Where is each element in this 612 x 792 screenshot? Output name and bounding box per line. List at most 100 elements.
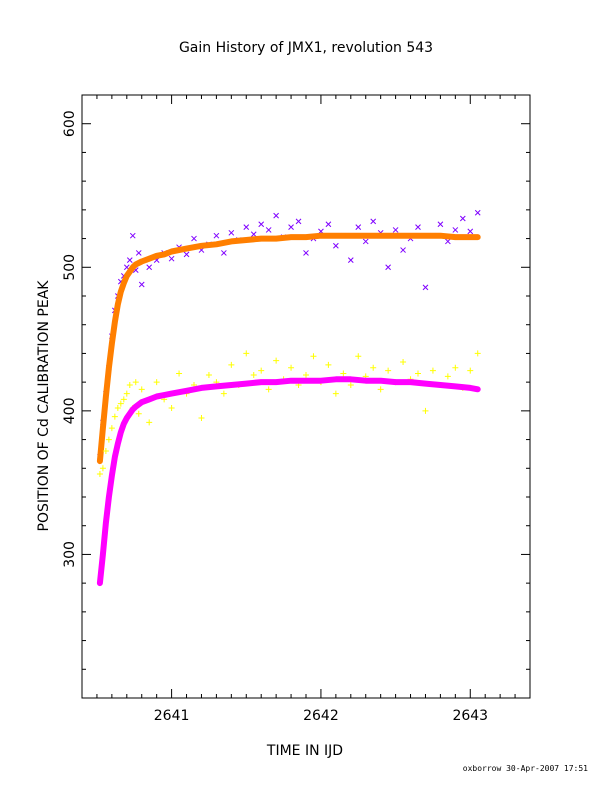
y-axis-label: POSITION OF Cd CALIBRATION PEAK [36,280,52,532]
data-point [467,228,474,235]
data-point [303,250,309,256]
data-point [347,257,354,263]
series-2 [96,350,481,478]
data-point [198,415,205,422]
footer-credit: oxborrow 30-Apr-2007 17:51 [463,764,588,773]
data-point [138,281,145,288]
series-1 [96,232,481,465]
y-tick-label: 400 [62,397,78,424]
data-point [168,255,175,262]
data-point [415,370,421,377]
data-point [96,471,103,478]
data-point [437,221,444,228]
data-point [258,221,265,228]
data-point [288,224,294,230]
data-point [452,364,459,371]
y-tick-label: 600 [62,110,78,137]
data-point [474,350,481,357]
axis-ticks: 2641 2642 2643 300 400 500 600 [62,94,530,724]
data-point [243,350,250,357]
data-point [445,238,451,245]
x-tick-label: 2641 [154,708,190,724]
data-point [332,390,339,397]
data-point [340,370,347,377]
data-point [250,371,257,378]
series-3 [96,376,481,587]
data-point [135,250,142,256]
data-point [288,364,295,371]
data-point [205,371,212,378]
y-tick-label: 300 [62,541,78,568]
data-point [114,404,121,411]
data-point [176,370,183,377]
data-point [325,361,332,368]
data-point [265,227,272,233]
data-point [310,353,317,360]
data-point [400,359,407,366]
data-point [183,251,190,258]
data-point [467,367,474,374]
data-point [105,436,112,443]
data-point [325,221,332,228]
data-point [146,264,153,271]
data-point [422,284,429,291]
data-point [273,212,279,219]
data-point [333,242,339,249]
series-0 [97,209,481,460]
data-point [444,373,451,380]
data-point [191,235,197,242]
data-point [400,247,406,253]
data-point [422,407,429,414]
data-point [385,264,391,271]
data-point [126,257,133,263]
data-point [392,227,399,233]
data-point [135,410,142,417]
data-point [146,419,153,426]
data-point [474,209,481,216]
data-point [258,367,265,374]
data-point [117,400,124,407]
data-point [265,386,272,393]
data-point [129,232,136,239]
data-point [459,215,466,222]
data-point [452,227,459,233]
data-point [415,224,421,230]
data-point [273,357,280,364]
data-point [108,425,115,432]
data-point [213,232,220,239]
data-point [295,218,302,225]
data-point [355,353,362,360]
x-tick-label: 2643 [452,708,488,724]
data-point [370,364,377,371]
data-point [138,386,145,393]
chart-title: Gain History of JMX1, revolution 543 [179,40,433,56]
data-point [228,361,235,368]
data-point [385,367,392,374]
data-point [243,224,250,230]
data-point [123,390,130,397]
data-series [96,209,481,587]
x-tick-label: 2642 [303,708,339,724]
data-point [153,379,160,386]
data-point [221,250,227,256]
data-point [111,413,118,420]
data-point [220,390,227,397]
data-point [303,371,309,378]
data-point [370,218,377,225]
data-point [355,224,362,230]
data-point [126,382,133,389]
data-point [168,404,175,411]
data-point [347,382,354,389]
y-tick-label: 500 [62,254,78,281]
data-point [362,238,369,245]
data-point [429,367,436,374]
x-axis-label: TIME IN IJD [266,743,343,759]
data-point [99,465,106,472]
data-point [120,396,127,403]
fit-curve-1 [96,232,481,465]
data-point [250,231,257,238]
data-point [132,379,139,386]
data-point [228,229,235,236]
data-point [377,386,384,393]
